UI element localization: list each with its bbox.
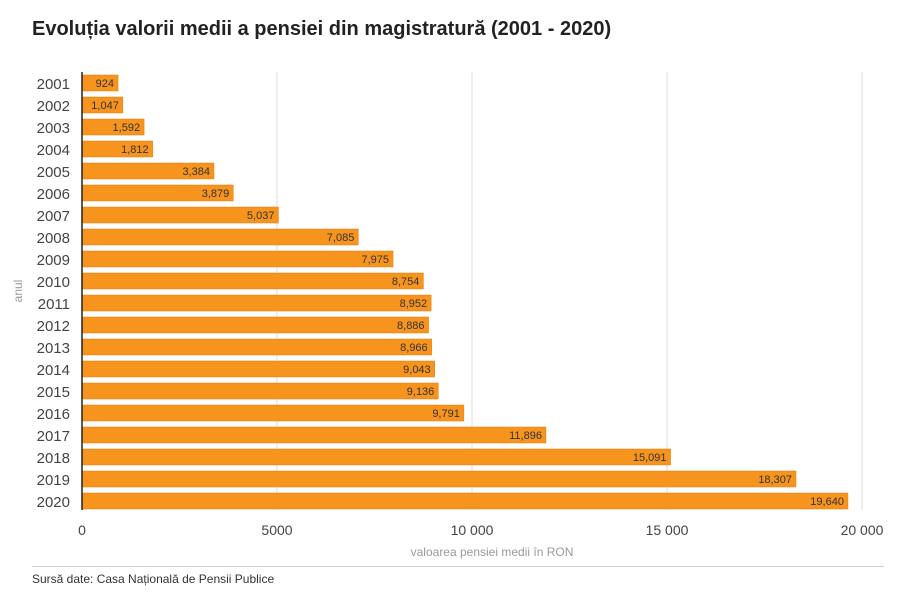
y-tick-label: 2011	[38, 296, 70, 313]
y-tick-label: 2013	[37, 340, 70, 357]
bar	[81, 470, 797, 488]
y-tick-label: 2017	[37, 428, 70, 445]
bar-value-label: 7,085	[327, 232, 355, 244]
bar-value-label: 924	[96, 78, 114, 90]
y-tick-label: 2005	[37, 164, 70, 181]
y-tick-label: 2001	[37, 76, 70, 93]
y-tick-label: 2012	[37, 318, 70, 335]
bar-value-label: 9,136	[407, 386, 435, 398]
bar-value-label: 7,975	[361, 254, 389, 266]
x-tick-label: 20 000	[841, 522, 884, 538]
y-axis-label: anul	[11, 280, 25, 303]
x-tick-label: 5000	[261, 522, 292, 538]
x-tick-labels: 0 5000 10 000 15 000 20 000	[78, 522, 884, 538]
y-tick-labels: 2001 2002 2003 2004 2005 2006 2007 2008 2009 2010…	[37, 76, 70, 511]
bar-value-label: 19,640	[810, 496, 844, 508]
bar-value-label: 8,966	[400, 342, 428, 354]
y-tick-label: 2008	[37, 230, 70, 247]
bar	[81, 448, 671, 466]
bar-value-label: 3,879	[202, 188, 230, 200]
x-tick-label: 15 000	[646, 522, 689, 538]
source-note: Sursă date: Casa Națională de Pensii Pub…	[32, 572, 275, 586]
bar	[81, 404, 465, 422]
y-tick-label: 2014	[37, 362, 70, 379]
x-tick-label: 10 000	[451, 522, 494, 538]
y-tick-label: 2019	[37, 472, 70, 489]
x-axis-label: valoarea pensiei medii în RON	[411, 545, 574, 559]
bars: 924 1,047 1,592 1,812 3,384 3,879 5,037 7,085 7,…	[81, 74, 849, 510]
bar-value-label: 1,592	[113, 122, 141, 134]
bar-value-label: 8,886	[397, 320, 425, 332]
y-tick-label: 2018	[37, 450, 70, 467]
gridlines	[276, 72, 863, 510]
bar-value-label: 1,047	[91, 100, 119, 112]
bar-value-label: 15,091	[633, 452, 667, 464]
bar	[81, 294, 432, 312]
y-tick-label: 2009	[37, 252, 70, 269]
bar	[81, 316, 429, 334]
bar	[81, 360, 435, 378]
y-tick-label: 2010	[37, 274, 70, 291]
bar-value-label: 8,952	[400, 298, 428, 310]
bar-value-label: 9,791	[432, 408, 460, 420]
footer-divider	[32, 566, 884, 567]
bar	[81, 228, 359, 246]
bar	[81, 426, 547, 444]
y-tick-label: 2020	[37, 494, 70, 511]
y-tick-label: 2016	[37, 406, 70, 423]
bar	[81, 492, 849, 510]
y-tick-label: 2015	[37, 384, 70, 401]
y-tick-label: 2003	[37, 120, 70, 137]
bar	[81, 272, 424, 290]
bar-value-label: 8,754	[392, 276, 420, 288]
y-tick-label: 2004	[37, 142, 70, 159]
bar-value-label: 11,896	[509, 430, 542, 442]
bar	[81, 250, 394, 268]
bar-value-label: 18,307	[758, 474, 792, 486]
bar-value-label: 3,384	[182, 166, 210, 178]
bar	[81, 382, 439, 400]
y-tick-label: 2006	[37, 186, 70, 203]
bar-value-label: 9,043	[403, 364, 431, 376]
chart-title: Evoluția valorii medii a pensiei din mag…	[32, 18, 612, 40]
bar-value-label: 1,812	[121, 144, 149, 156]
bar	[81, 338, 432, 356]
bar-value-label: 5,037	[247, 210, 275, 222]
x-tick-label: 0	[78, 522, 86, 538]
y-tick-label: 2007	[37, 208, 70, 225]
y-tick-label: 2002	[37, 98, 70, 115]
